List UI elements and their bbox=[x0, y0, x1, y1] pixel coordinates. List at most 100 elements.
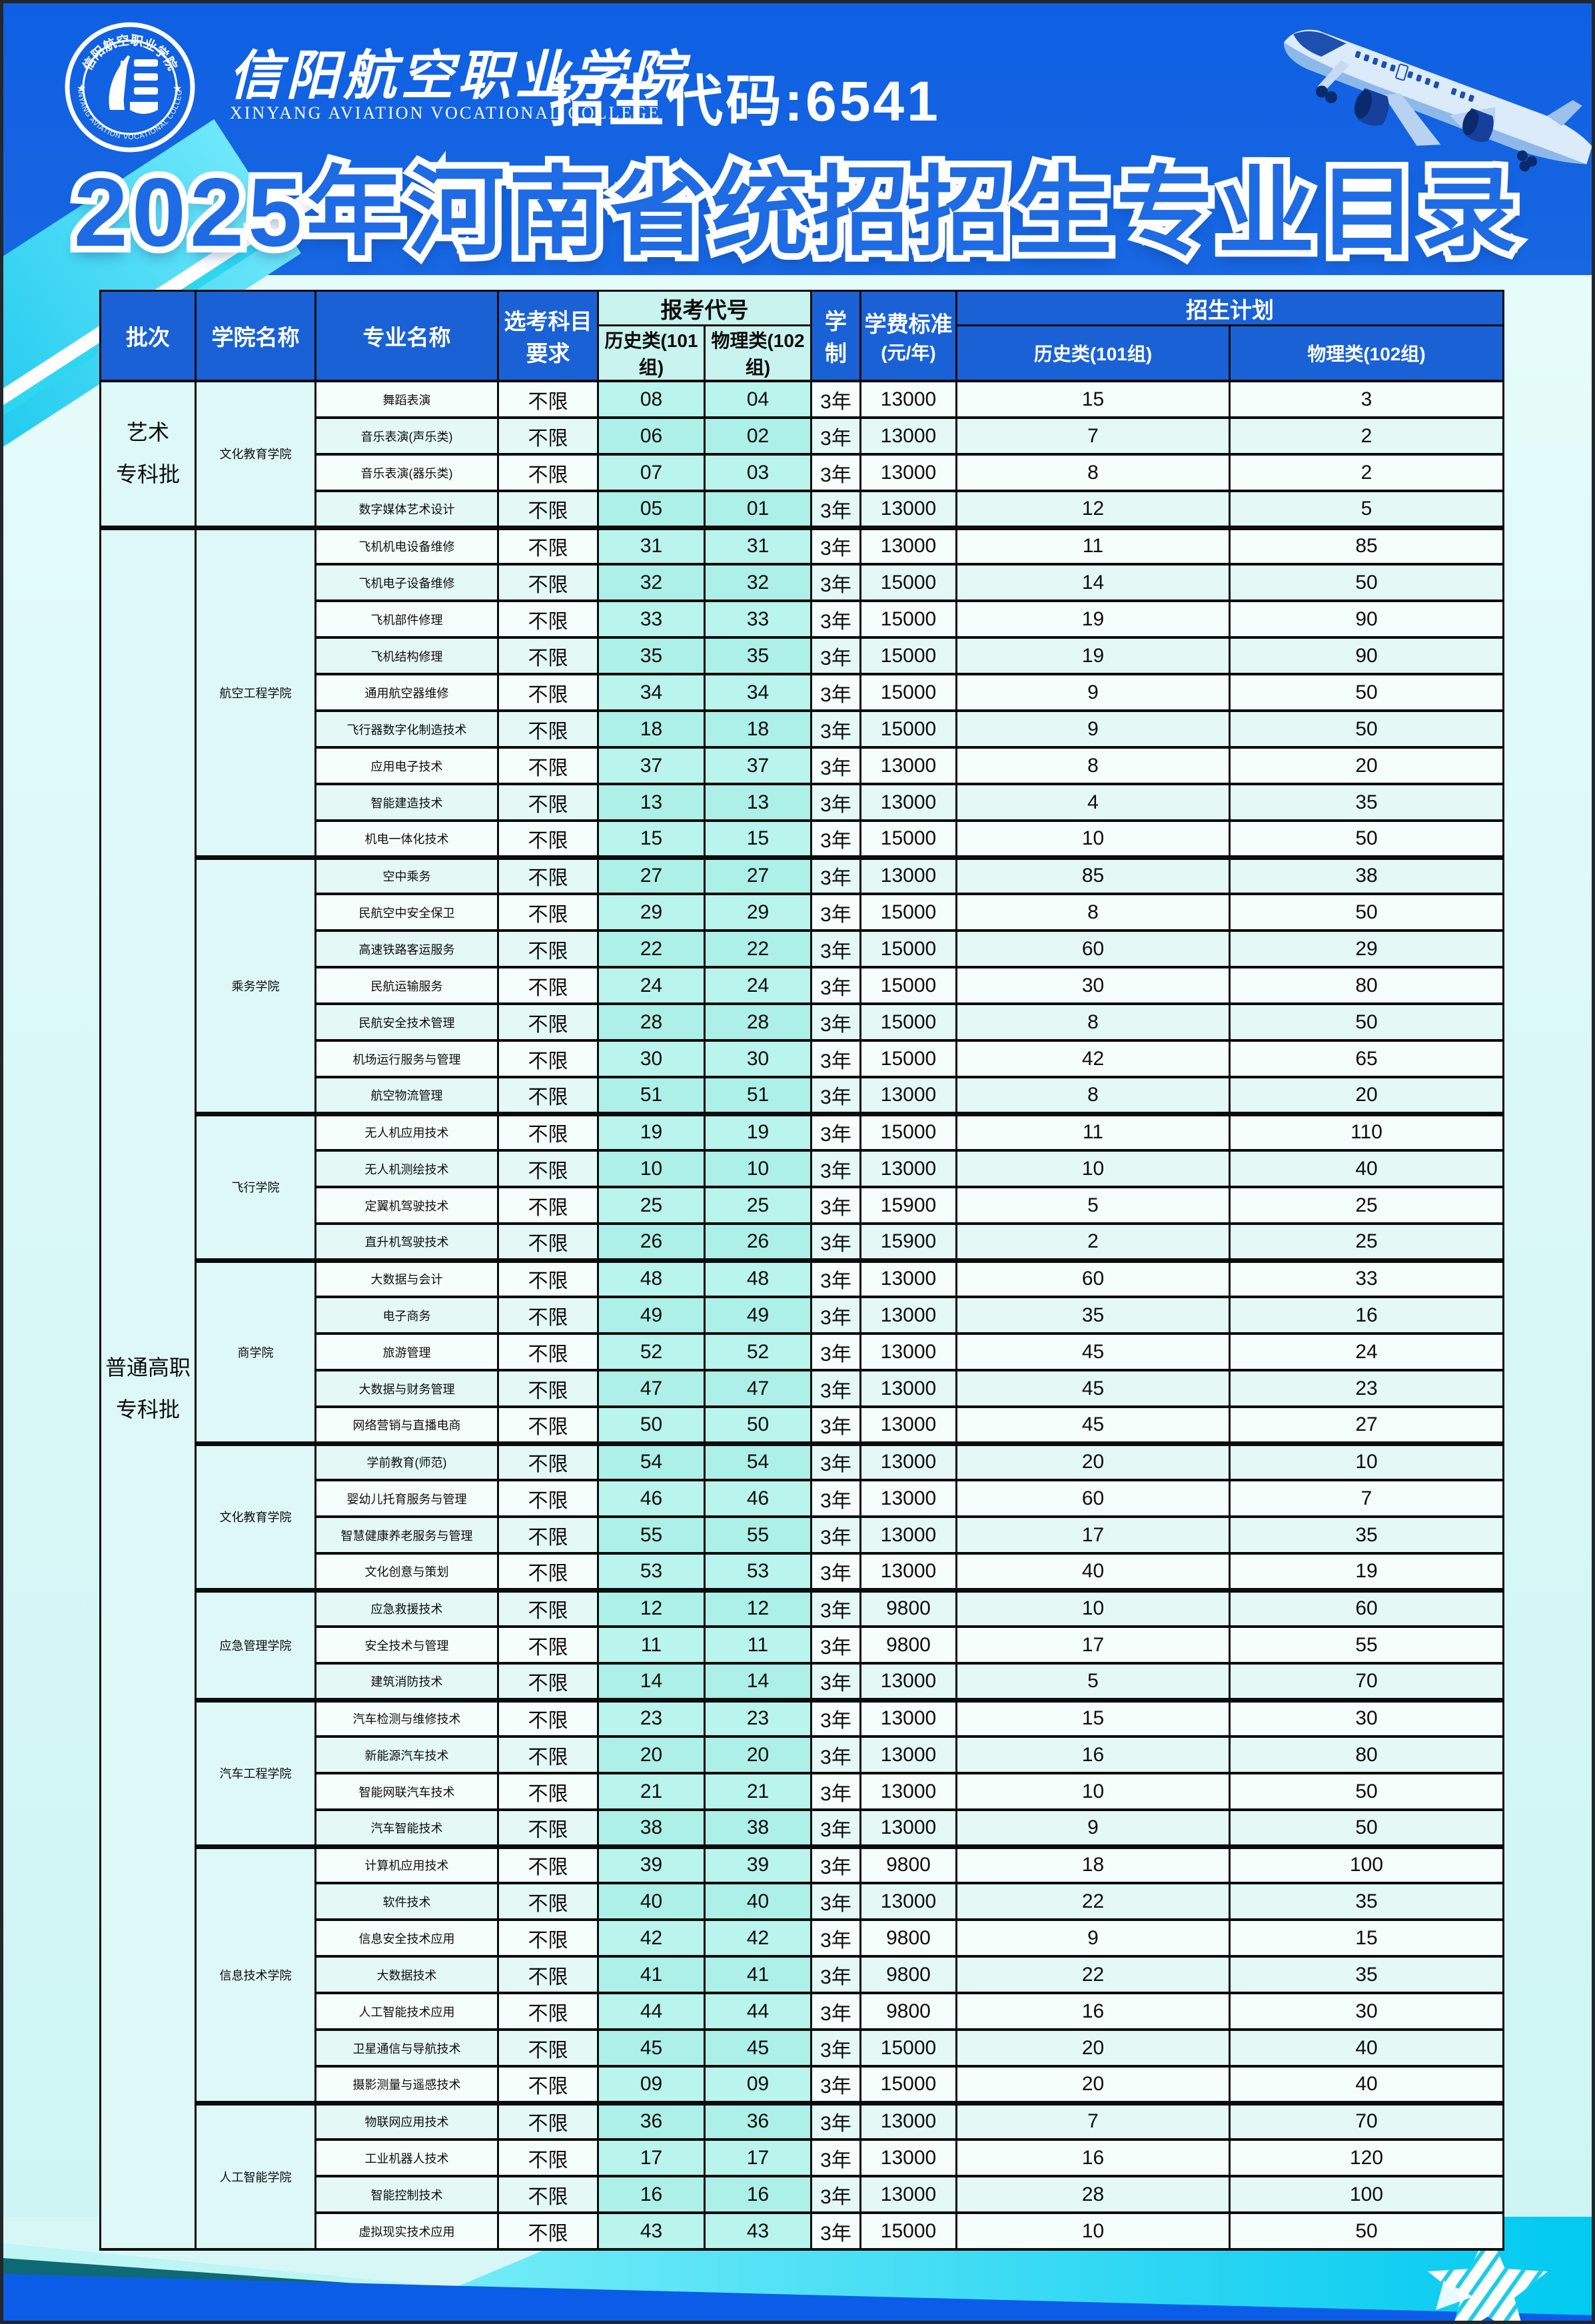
tuition-cell: 13000 bbox=[859, 525, 957, 566]
table-row: 大数据与财务管理 不限 47 47 3年 13000 45 23 bbox=[101, 1369, 1504, 1408]
plan-phys-cell: 85 bbox=[1229, 525, 1504, 566]
tuition-cell: 9800 bbox=[859, 1625, 957, 1665]
major-name-cell: 文化创意与策划 bbox=[314, 1552, 499, 1591]
code-hist-cell: 22 bbox=[597, 929, 706, 968]
duration-cell: 3年 bbox=[810, 1258, 861, 1298]
duration-cell: 3年 bbox=[810, 1772, 861, 1811]
subjects-cell: 不限 bbox=[497, 1808, 599, 1848]
code-phys-cell: 25 bbox=[704, 1186, 812, 1225]
subjects-cell: 不限 bbox=[497, 1662, 599, 1701]
subjects-cell: 不限 bbox=[497, 1186, 599, 1225]
plan-hist-cell: 18 bbox=[955, 1844, 1231, 1884]
subjects-cell: 不限 bbox=[497, 1552, 599, 1591]
tuition-cell: 13000 bbox=[859, 1552, 957, 1591]
subjects-cell: 不限 bbox=[497, 1441, 599, 1481]
major-name-cell: 工业机器人技术 bbox=[314, 2138, 499, 2177]
plan-hist-cell: 5 bbox=[955, 1186, 1231, 1225]
col-header-major: 专业名称 bbox=[314, 290, 499, 382]
table-row: 大数据技术 不限 41 41 3年 9800 22 35 bbox=[101, 1955, 1504, 1994]
code-hist-cell: 15 bbox=[597, 819, 706, 859]
code-hist-cell: 20 bbox=[597, 1735, 706, 1774]
duration-cell: 3年 bbox=[810, 1441, 861, 1481]
tuition-cell: 15000 bbox=[859, 1039, 957, 1078]
plan-phys-cell: 50 bbox=[1229, 1002, 1504, 1042]
subjects-cell: 不限 bbox=[497, 525, 599, 566]
code-hist-cell: 09 bbox=[597, 2065, 706, 2104]
code-phys-cell: 32 bbox=[704, 563, 812, 602]
plan-hist-cell: 35 bbox=[955, 1296, 1231, 1335]
table-row: 婴幼儿托育服务与管理 不限 46 46 3年 13000 60 7 bbox=[101, 1479, 1504, 1518]
plan-hist-cell: 22 bbox=[955, 1955, 1231, 1994]
major-name-cell: 直升机驾驶技术 bbox=[314, 1222, 499, 1262]
code-hist-cell: 08 bbox=[597, 380, 706, 419]
code-phys-cell: 53 bbox=[704, 1552, 812, 1591]
plan-phys-cell: 50 bbox=[1229, 1772, 1504, 1811]
major-name-cell: 无人机测绘技术 bbox=[314, 1149, 499, 1188]
tuition-cell: 13000 bbox=[859, 2138, 957, 2177]
plan-hist-cell: 8 bbox=[955, 746, 1231, 785]
major-name-cell: 飞机部件修理 bbox=[314, 599, 499, 639]
subjects-cell: 不限 bbox=[497, 1296, 599, 1335]
table-row: 信息安全技术应用 不限 42 42 3年 9800 9 15 bbox=[101, 1918, 1504, 1958]
tuition-cell: 13000 bbox=[859, 453, 957, 492]
plan-hist-cell: 60 bbox=[955, 1258, 1231, 1298]
plan-hist-cell: 9 bbox=[955, 673, 1231, 712]
code-phys-cell: 50 bbox=[704, 1405, 812, 1445]
code-hist-cell: 43 bbox=[597, 2211, 706, 2251]
code-hist-cell: 18 bbox=[597, 709, 706, 749]
table-row: 人工智能技术应用 不限 44 44 3年 9800 16 30 bbox=[101, 1992, 1504, 2031]
tuition-cell: 15000 bbox=[859, 2211, 957, 2251]
code-hist-cell: 31 bbox=[597, 525, 706, 566]
tuition-cell: 15000 bbox=[859, 1111, 957, 1152]
col-header-plan-hist: 历史类(101组) bbox=[955, 324, 1231, 382]
duration-cell: 3年 bbox=[810, 2138, 861, 2177]
duration-cell: 3年 bbox=[810, 1697, 861, 1738]
plan-phys-cell: 55 bbox=[1229, 1625, 1504, 1665]
plan-phys-cell: 90 bbox=[1229, 636, 1504, 675]
col-header-subjects: 选考科目要求 bbox=[497, 290, 599, 382]
plan-hist-cell: 17 bbox=[955, 1515, 1231, 1555]
major-name-cell: 空中乘务 bbox=[314, 855, 499, 895]
duration-cell: 3年 bbox=[810, 1332, 861, 1371]
code-hist-cell: 39 bbox=[597, 1844, 706, 1884]
table-row: 新能源汽车技术 不限 20 20 3年 13000 16 80 bbox=[101, 1735, 1504, 1774]
table-row: 智能控制技术 不限 16 16 3年 13000 28 100 bbox=[101, 2175, 1504, 2214]
plan-phys-cell: 70 bbox=[1229, 1662, 1504, 1701]
major-name-cell: 新能源汽车技术 bbox=[314, 1735, 499, 1774]
code-hist-cell: 13 bbox=[597, 783, 706, 822]
plan-phys-cell: 40 bbox=[1229, 2028, 1504, 2068]
code-hist-cell: 46 bbox=[597, 1479, 706, 1518]
code-phys-cell: 55 bbox=[704, 1515, 812, 1555]
code-phys-cell: 23 bbox=[704, 1697, 812, 1738]
subjects-cell: 不限 bbox=[497, 1515, 599, 1555]
table-row: 民航运输服务 不限 24 24 3年 15000 30 80 bbox=[101, 966, 1504, 1005]
subjects-cell: 不限 bbox=[497, 1332, 599, 1371]
table-row: 电子商务 不限 49 49 3年 13000 35 16 bbox=[101, 1296, 1504, 1335]
code-hist-cell: 23 bbox=[597, 1697, 706, 1738]
subjects-cell: 不限 bbox=[497, 1002, 599, 1042]
plan-hist-cell: 10 bbox=[955, 1587, 1231, 1628]
duration-cell: 3年 bbox=[810, 966, 861, 1005]
table-row: 智能建造技术 不限 13 13 3年 13000 4 35 bbox=[101, 783, 1504, 822]
code-phys-cell: 16 bbox=[704, 2175, 812, 2214]
major-name-cell: 大数据与财务管理 bbox=[314, 1369, 499, 1408]
duration-cell: 3年 bbox=[810, 416, 861, 456]
table-row: 汽车工程学院 汽车检测与维修技术 不限 23 23 3年 13000 15 30 bbox=[101, 1697, 1504, 1848]
plan-hist-cell: 16 bbox=[955, 1992, 1231, 2031]
major-name-cell: 大数据技术 bbox=[314, 1955, 499, 1994]
college-name-cell: 航空工程学院 bbox=[195, 525, 316, 859]
major-name-cell: 机场运行服务与管理 bbox=[314, 1039, 499, 1078]
code-hist-cell: 36 bbox=[597, 2100, 706, 2141]
table-row: 建筑消防技术 不限 14 14 3年 13000 5 70 bbox=[101, 1662, 1504, 1701]
code-phys-cell: 48 bbox=[704, 1258, 812, 1298]
duration-cell: 3年 bbox=[810, 929, 861, 968]
code-phys-cell: 24 bbox=[704, 966, 812, 1005]
catalog-table: 批次 学院名称 专业名称 选考科目要求 报考代号 学制 学费标准 (元/年) 招… bbox=[99, 290, 1504, 2251]
tuition-cell: 15000 bbox=[859, 673, 957, 712]
code-phys-cell: 26 bbox=[704, 1222, 812, 1262]
code-hist-cell: 33 bbox=[597, 599, 706, 639]
tuition-cell: 13000 bbox=[859, 1149, 957, 1188]
plan-phys-cell: 80 bbox=[1229, 966, 1504, 1005]
plan-hist-cell: 19 bbox=[955, 636, 1231, 675]
